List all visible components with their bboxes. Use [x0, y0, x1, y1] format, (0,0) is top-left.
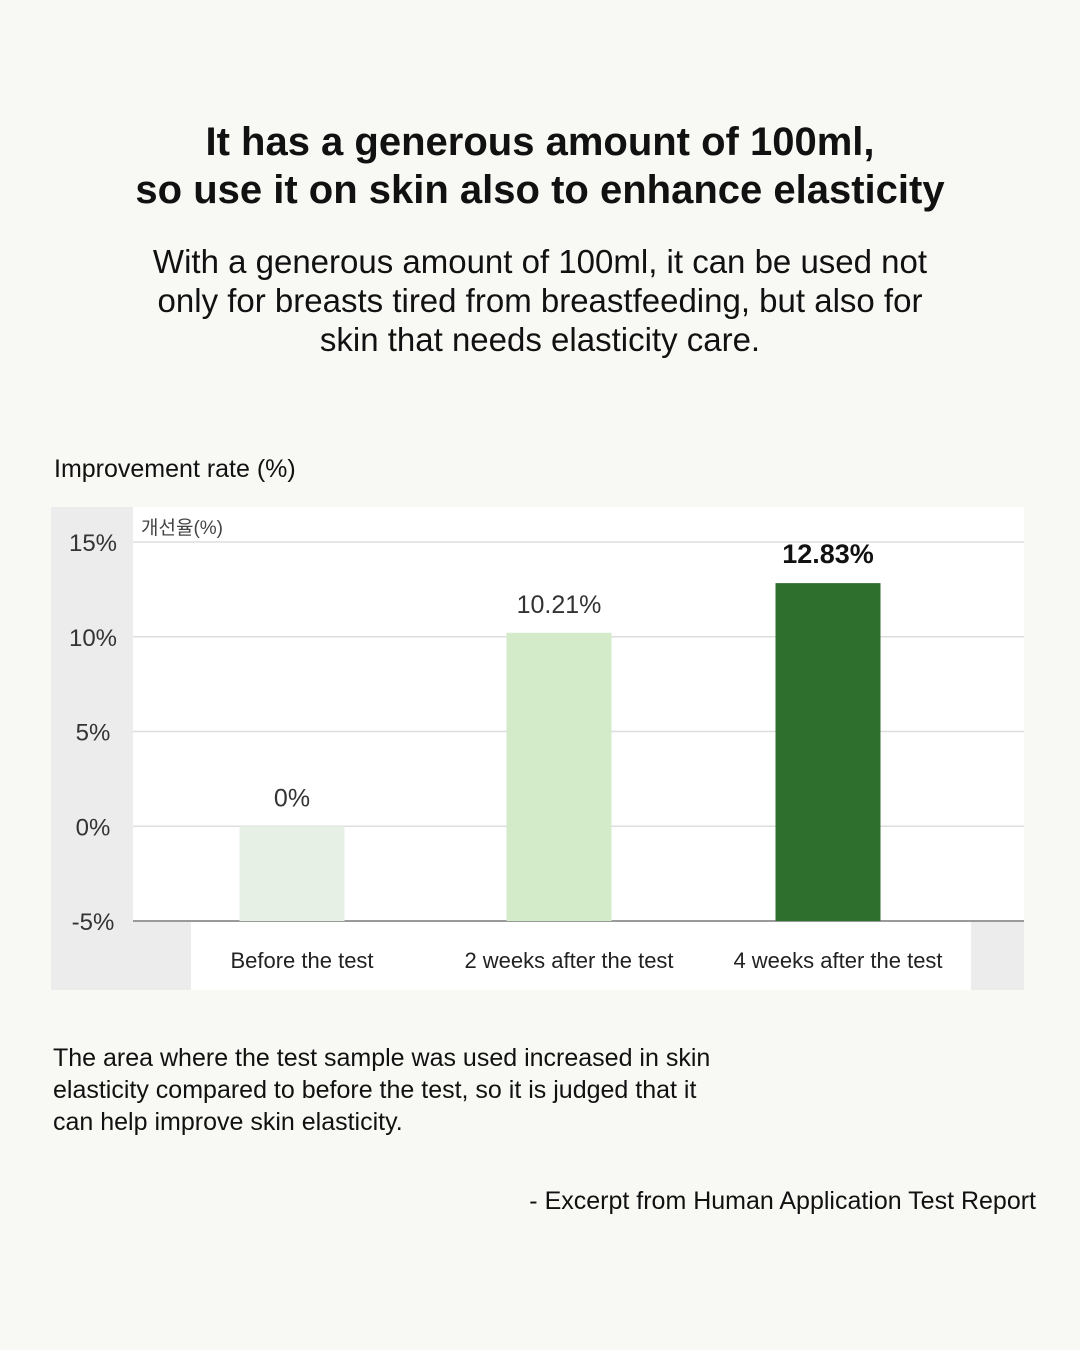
footnote-line-2: elasticity compared to before the test, …: [53, 1076, 697, 1104]
headline: It has a generous amount of 100ml, so us…: [0, 118, 1080, 214]
bar: [239, 826, 345, 921]
footnote-line-1: The area where the test sample was used …: [53, 1044, 711, 1072]
bar-value-label: 10.21%: [517, 591, 602, 619]
headline-line-2: so use it on skin also to enhance elasti…: [135, 168, 945, 212]
x-category-label: 2 weeks after the test: [464, 948, 673, 973]
y-tick-label: 5%: [76, 720, 111, 747]
chart-caption: Improvement rate (%): [54, 455, 296, 483]
x-category-label: 4 weeks after the test: [733, 948, 942, 973]
y-tick-label: 15%: [69, 530, 117, 557]
category-label-strip: [191, 921, 971, 990]
description-line-2: only for breasts tired from breastfeedin…: [157, 282, 923, 319]
bar-value-label: 0%: [274, 784, 310, 812]
y-axis-title: 개선율(%): [141, 517, 223, 539]
x-category-label: Before the test: [230, 948, 373, 973]
bar-chart: 15% 10% 5% 0% -5% 개선율(%) 0% Before the test 10.2…: [69, 507, 1024, 990]
bar-value-label: 12.83%: [782, 539, 874, 569]
description-line-1: With a generous amount of 100ml, it can …: [152, 243, 928, 280]
source-note: - Excerpt from Human Application Test Re…: [529, 1187, 1036, 1215]
description: With a generous amount of 100ml, it can …: [100, 242, 980, 359]
footnote-line-3: can help improve skin elasticity.: [53, 1108, 403, 1136]
footnote: The area where the test sample was used …: [53, 1042, 813, 1138]
headline-line-1: It has a generous amount of 100ml,: [205, 120, 875, 164]
bar: [506, 632, 612, 921]
bar: [775, 583, 881, 921]
y-tick-label: -5%: [72, 909, 115, 936]
y-tick-label: 0%: [76, 814, 111, 841]
y-tick-label: 10%: [69, 625, 117, 652]
description-line-3: skin that needs elasticity care.: [319, 321, 761, 358]
